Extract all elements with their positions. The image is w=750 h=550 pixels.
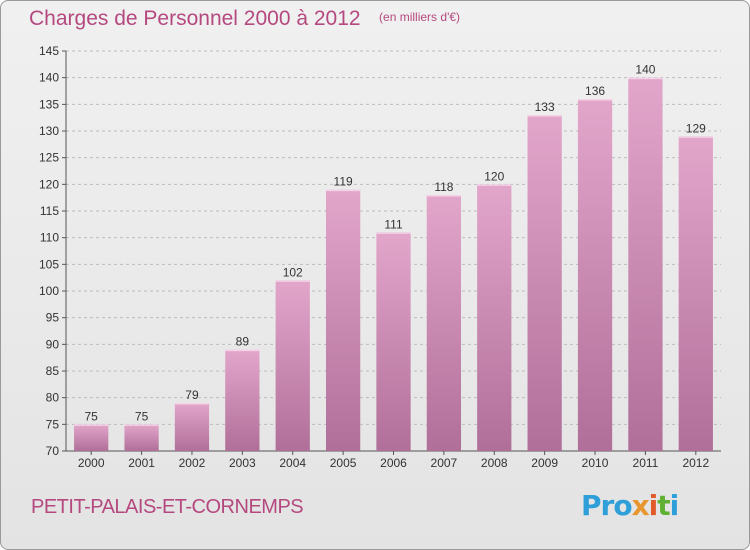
x-tick-label: 2007 xyxy=(431,456,458,470)
y-tick-label: 105 xyxy=(39,257,59,271)
bar xyxy=(225,349,260,451)
y-tick-label: 125 xyxy=(39,151,59,165)
y-tick-label: 80 xyxy=(46,391,60,405)
title-row: Charges de Personnel 2000 à 2012 (en mil… xyxy=(29,7,460,31)
bar xyxy=(325,189,361,451)
chart-title: Charges de Personnel 2000 à 2012 xyxy=(29,7,361,30)
y-tick-label: 120 xyxy=(39,177,59,191)
y-tick-label: 135 xyxy=(39,97,59,111)
bar-highlight xyxy=(225,349,260,352)
bar xyxy=(527,115,562,451)
bar-value-label: 136 xyxy=(585,84,605,98)
bar-value-label: 75 xyxy=(135,409,149,423)
bar-highlight xyxy=(426,195,462,197)
location-label: PETIT-PALAIS-ET-CORNEMPS xyxy=(31,496,304,518)
bar-value-label: 75 xyxy=(85,409,99,423)
bar-value-label: 129 xyxy=(686,121,706,135)
x-tick-label: 2009 xyxy=(531,456,558,470)
x-tick-label: 2004 xyxy=(279,456,306,470)
logo-part: x xyxy=(631,489,650,522)
bar xyxy=(174,403,210,451)
bar-value-label: 102 xyxy=(283,265,303,279)
bar-highlight xyxy=(628,77,663,80)
bar xyxy=(376,232,411,451)
bar-value-label: 119 xyxy=(334,175,353,189)
bar-value-label: 79 xyxy=(185,388,199,402)
x-tick-label: 2006 xyxy=(380,456,407,470)
proxiti-logo: Proxiti xyxy=(581,489,680,522)
y-tick-label: 110 xyxy=(40,231,59,245)
bar xyxy=(577,99,613,451)
x-tick-label: 2002 xyxy=(179,456,206,470)
y-tick-label: 145 xyxy=(39,44,59,58)
x-tick-label: 2005 xyxy=(330,456,357,470)
logo-part: i xyxy=(669,489,680,522)
x-tick-label: 2008 xyxy=(481,456,508,470)
x-tick-label: 2012 xyxy=(682,456,709,470)
y-tick-label: 100 xyxy=(39,284,59,298)
y-tick-label: 70 xyxy=(46,444,60,458)
bar xyxy=(124,424,159,451)
bar xyxy=(74,424,109,451)
x-tick-label: 2010 xyxy=(582,456,609,470)
logo-part: i xyxy=(648,489,659,522)
logo-part: t xyxy=(657,489,670,522)
bar xyxy=(477,184,512,452)
y-tick-label: 75 xyxy=(46,417,60,431)
bar-highlight xyxy=(376,232,411,234)
x-tick-label: 2000 xyxy=(78,456,105,470)
bar-highlight xyxy=(678,136,713,138)
bar-value-label: 111 xyxy=(384,217,403,231)
bar-value-label: 133 xyxy=(535,100,555,114)
chart-subtitle: (en milliers d'€) xyxy=(379,10,461,24)
bar-value-label: 140 xyxy=(635,63,655,77)
bar-highlight xyxy=(325,189,361,192)
bar-highlight xyxy=(577,99,613,101)
bar-value-label: 89 xyxy=(236,335,250,349)
bar xyxy=(275,280,310,451)
bar xyxy=(628,77,663,452)
x-tick-label: 2003 xyxy=(229,456,256,470)
bar-highlight xyxy=(477,184,512,186)
bar xyxy=(426,195,462,451)
x-tick-label: 2011 xyxy=(633,456,659,470)
bar-value-label: 118 xyxy=(434,180,453,194)
bar-highlight xyxy=(527,115,562,117)
bar-highlight xyxy=(174,403,210,405)
y-tick-label: 130 xyxy=(39,124,59,138)
bar-highlight xyxy=(275,280,310,282)
y-tick-label: 85 xyxy=(46,364,60,378)
logo-part: Pro xyxy=(581,489,633,522)
y-tick-label: 90 xyxy=(46,337,60,351)
y-tick-label: 115 xyxy=(40,204,59,218)
bar-value-label: 120 xyxy=(484,169,504,183)
y-tick-label: 95 xyxy=(46,311,60,325)
bar xyxy=(678,136,713,452)
x-tick-label: 2001 xyxy=(128,456,155,470)
bar-highlight xyxy=(74,424,109,426)
bar-highlight xyxy=(124,424,159,426)
y-tick-label: 140 xyxy=(39,71,59,85)
